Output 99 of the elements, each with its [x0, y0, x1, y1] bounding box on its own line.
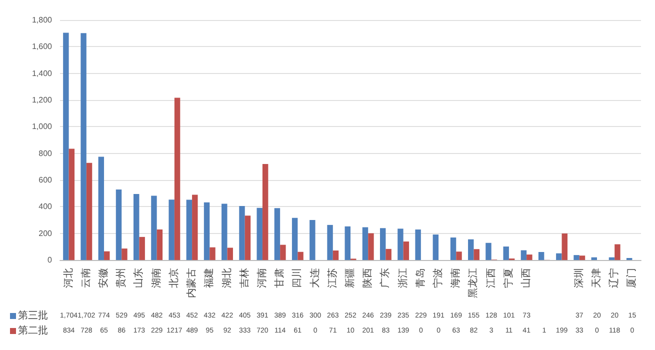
bar: [244, 216, 251, 260]
x-tick-label: 广东: [379, 268, 392, 288]
bar: [608, 257, 615, 260]
bar: [104, 251, 110, 260]
bar: [134, 194, 140, 260]
x-tick-label: 山西: [520, 268, 532, 288]
bar: [450, 237, 456, 260]
bar: [368, 233, 374, 260]
bar: [122, 248, 128, 260]
x-tick-label: 甘肃: [274, 268, 286, 288]
y-tick-label: 600: [38, 176, 53, 184]
x-tick-label: 山东: [132, 268, 145, 288]
y-tick-label: 0: [48, 256, 53, 264]
bar: [362, 227, 368, 260]
x-tick-label: 河北: [62, 268, 74, 288]
bar: [80, 33, 86, 260]
bar: [168, 200, 174, 260]
bar: [239, 206, 245, 260]
x-tick-label: 内蒙古: [186, 268, 198, 298]
bar: [591, 257, 597, 260]
bar: [192, 194, 198, 260]
bar: [86, 162, 92, 260]
legend-label: 第二批: [18, 324, 48, 336]
x-tick-label: 四川: [291, 268, 304, 288]
bar: [344, 226, 350, 260]
x-tick-label: 大连: [308, 268, 321, 288]
bar: [398, 228, 404, 260]
y-tick-label: 400: [38, 202, 53, 212]
x-tick-label: 宁夏: [502, 268, 514, 288]
x-tick-label: 江苏: [326, 268, 338, 288]
bar: [468, 239, 474, 260]
x-tick-label: 河南: [256, 268, 268, 288]
x-tick-label: 新疆: [344, 268, 356, 288]
bar: [538, 252, 544, 260]
y-tick-label: 1,600: [32, 42, 53, 52]
bar: [210, 247, 216, 260]
bar: [456, 252, 462, 260]
x-tick-label: 浙江: [396, 268, 409, 288]
bar: [327, 224, 333, 260]
bar: [503, 246, 509, 260]
bar: [174, 98, 180, 260]
bar: [222, 204, 228, 260]
bar: [227, 248, 233, 260]
bar: [432, 234, 439, 260]
y-tick-label: 1,200: [32, 96, 53, 104]
bar: [156, 229, 163, 260]
bar: [526, 254, 532, 260]
legend-label: 第三批: [18, 310, 48, 322]
bar: [562, 233, 568, 260]
bar: [63, 32, 69, 260]
x-tick-label: 湖南: [150, 268, 162, 288]
y-tick-label: 1,800: [32, 16, 53, 24]
bar: [403, 241, 410, 260]
x-tick-label: 江西: [484, 268, 497, 288]
x-tick-label: 天津: [590, 268, 602, 288]
x-tick-label: 陕西: [362, 268, 374, 288]
y-tick-label: 1,400: [32, 68, 53, 78]
x-tick-label: 海南: [450, 268, 462, 288]
bar: [415, 229, 421, 260]
bar: [98, 156, 104, 260]
bar: [474, 249, 480, 260]
x-tick-label: 安徽: [98, 268, 110, 288]
bar: [486, 242, 492, 260]
x-tick-label: 宁波: [432, 268, 444, 288]
bar: [116, 189, 122, 260]
bar: [380, 228, 386, 260]
bar: [386, 248, 392, 260]
bar: [556, 253, 562, 260]
x-tick-label: 湖北: [220, 268, 233, 288]
x-tick-label: 吉林: [238, 268, 250, 288]
x-tick-label: 厦门: [626, 268, 638, 288]
bar: [274, 208, 280, 260]
bar: [139, 236, 145, 260]
bar: [186, 200, 192, 260]
bar: [68, 148, 75, 260]
y-tick-label: 1,000: [32, 122, 53, 132]
bar: [614, 244, 620, 260]
x-tick-label: 云南: [80, 268, 92, 288]
bar: [151, 196, 157, 260]
x-tick-label: 黑龙江: [467, 268, 480, 298]
bar: [280, 244, 286, 260]
bar: [256, 208, 262, 260]
x-tick-label: 贵州: [115, 268, 128, 288]
x-tick-label: 青岛: [414, 268, 426, 288]
y-tick-label: 200: [38, 228, 53, 238]
bar: [292, 218, 298, 260]
bar: [204, 202, 210, 260]
x-tick-label: 北京: [168, 268, 180, 288]
bar: [262, 164, 268, 260]
y-tick-label: 800: [38, 148, 53, 158]
bar: [579, 256, 586, 260]
bar: [298, 252, 304, 260]
x-tick-label: 辽宁: [608, 268, 620, 288]
x-tick-label: 深圳: [572, 268, 585, 288]
bar: [520, 250, 527, 260]
x-tick-label: 福建: [203, 268, 216, 288]
bar: [310, 220, 316, 260]
bar: [574, 255, 580, 260]
bar: [332, 250, 339, 260]
